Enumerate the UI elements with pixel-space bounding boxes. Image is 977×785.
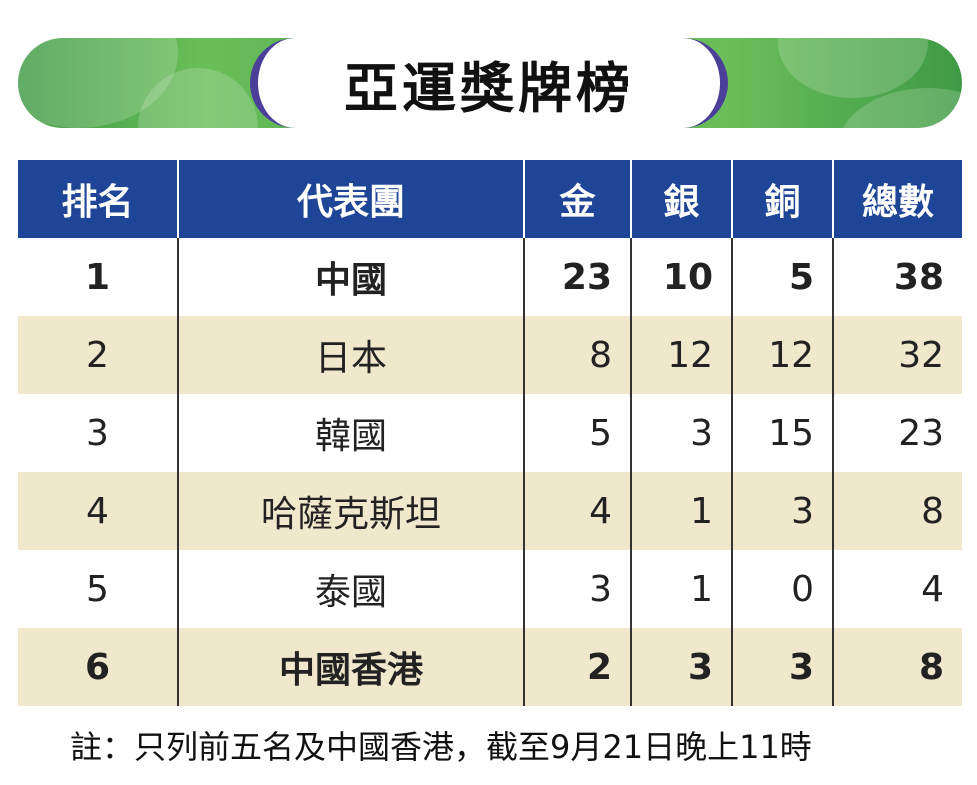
table-cell: 23 — [832, 394, 962, 472]
table-cell: 5 — [523, 394, 631, 472]
table-cell: 4 — [523, 472, 631, 550]
table-cell: 4 — [18, 472, 178, 550]
table-cell: 38 — [832, 238, 962, 316]
table-cell: 韓國 — [177, 394, 524, 472]
footnote: 註：只列前五名及中國香港，截至9月21日晚上11時 — [70, 728, 812, 766]
column-header: 總數 — [832, 160, 962, 238]
table-cell: 5 — [731, 238, 833, 316]
medal-table: 排名 代表團金銀銅總數 1 中國 23 10 5 38 2 日本 8 12 12 32 3 韓國 5 3 15 23… — [18, 160, 962, 706]
title-pill: 亞運獎牌榜 — [250, 38, 728, 128]
table-cell: 12 — [731, 316, 833, 394]
table-cell: 8 — [523, 316, 631, 394]
table-row: 1 中國 23 10 5 38 — [18, 238, 962, 316]
table-cell: 8 — [832, 628, 962, 706]
table-row: 2 日本 8 12 12 32 — [18, 316, 962, 394]
table-cell: 1 — [84, 256, 111, 298]
table-cell: 15 — [731, 394, 833, 472]
table-cell: 5 — [86, 568, 109, 610]
table-cell: 3 — [731, 472, 833, 550]
table-row: 5 泰國 3 1 0 4 — [18, 550, 962, 628]
table-cell: 10 — [630, 238, 732, 316]
table-cell: 1 — [630, 550, 732, 628]
table-cell: 泰國 — [177, 550, 524, 628]
table-cell: 12 — [630, 316, 732, 394]
column-header: 銀 — [630, 160, 732, 238]
table-cell: 4 — [832, 550, 962, 628]
table-cell: 3 — [630, 394, 732, 472]
table-cell: 8 — [832, 472, 962, 550]
table-cell: 3 — [523, 550, 631, 628]
title: 亞運獎牌榜 — [344, 56, 634, 120]
column-header: 代表團 — [177, 160, 524, 238]
table-cell: 0 — [731, 550, 833, 628]
table-cell: 3 — [630, 628, 732, 706]
column-header: 排名 — [18, 160, 178, 238]
table-cell: 日本 — [177, 316, 524, 394]
table-cell: 2 — [18, 316, 178, 394]
table-cell: 2 — [523, 628, 631, 706]
table-cell: 1 — [630, 472, 732, 550]
header-row: 排名 代表團金銀銅總數 — [18, 160, 962, 238]
table-cell: 中國 — [177, 238, 524, 316]
column-header: 銅 — [731, 160, 833, 238]
table-row: 3 韓國 5 3 15 23 — [18, 394, 962, 472]
column-header: 金 — [523, 160, 631, 238]
table-cell: 6 — [18, 628, 178, 706]
table-cell: 3 — [731, 628, 833, 706]
table-row: 4 哈薩克斯坦 4 1 3 8 — [18, 472, 962, 550]
table-cell: 32 — [832, 316, 962, 394]
table-cell: 哈薩克斯坦 — [177, 472, 524, 550]
table-cell: 3 — [86, 412, 109, 454]
table-row: 6 中國香港 2 3 3 8 — [18, 628, 962, 706]
table-cell: 23 — [523, 238, 631, 316]
table-body: 1 中國 23 10 5 38 2 日本 8 12 12 32 3 韓國 5 3 15 23 4 哈薩克斯坦 4 1 3 8 5… — [18, 238, 962, 706]
table-cell: 中國香港 — [177, 628, 524, 706]
